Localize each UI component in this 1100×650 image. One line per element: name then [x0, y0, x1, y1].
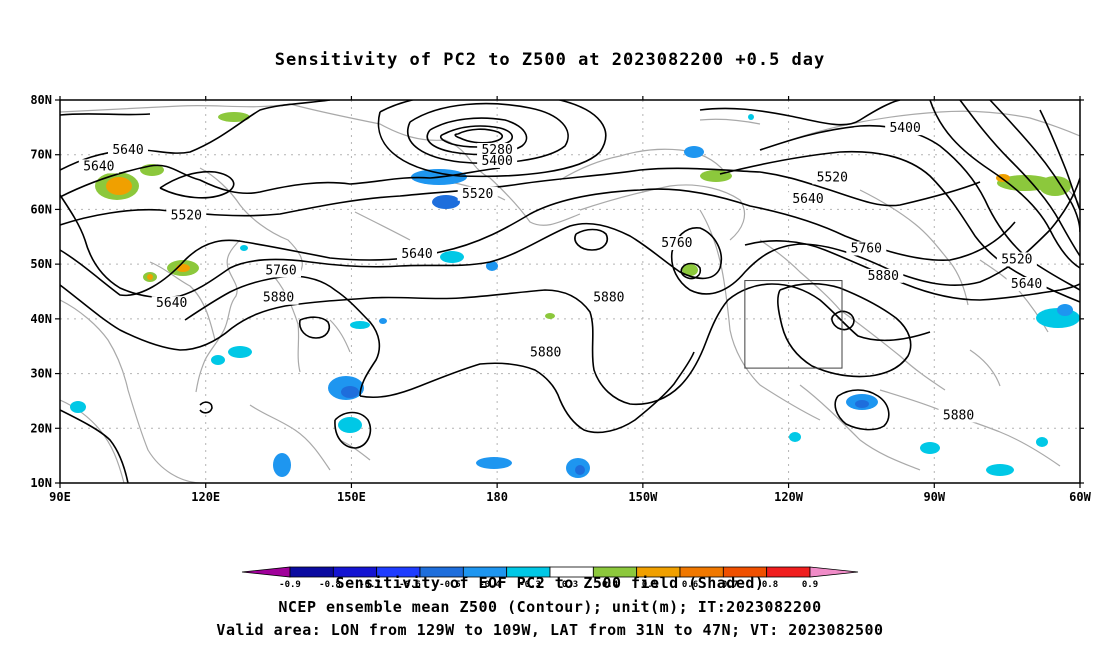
colorbar-tick-label: 0.9	[802, 580, 818, 590]
contour-label: 5520	[171, 209, 202, 224]
valid-area-box	[744, 280, 843, 369]
contour-label-bg	[258, 290, 299, 305]
contour-label-bg	[1006, 277, 1047, 292]
lat-tick-label: 10N	[30, 476, 52, 490]
lon-tick-label: 60W	[1069, 490, 1091, 504]
lon-tick-label: 90E	[49, 490, 71, 504]
colorbar-tick-label: 0.3	[562, 580, 578, 590]
contour-label-bg	[788, 192, 828, 207]
contour-label-bg	[477, 142, 518, 157]
caption-line-1: Sensitivity of EOF PC2 to Z500 field (Sh…	[335, 574, 765, 592]
contour-label-bg	[151, 296, 192, 311]
colorbar-tick-label: -0.5	[439, 580, 461, 590]
lat-tick-label: 30N	[30, 367, 52, 381]
lon-tick-label: 120E	[191, 490, 220, 504]
map-frame	[59, 99, 1081, 484]
colorbar-tick-label: -0.4	[479, 580, 501, 590]
contour-label: 5760	[661, 236, 692, 251]
contour-label: 5400	[889, 121, 920, 136]
contour-label: 5640	[792, 192, 823, 207]
lat-tick-label: 50N	[30, 257, 52, 271]
contour-label: 5880	[868, 269, 899, 284]
contour-label: 5880	[530, 345, 561, 360]
contour-label-bg	[588, 290, 629, 305]
contour-label-bg	[261, 263, 301, 278]
contour-label-bg	[938, 408, 979, 423]
contour-label-bg	[846, 241, 887, 256]
lon-tick-label: 150E	[337, 490, 366, 504]
colorbar-tick-label: 0.4	[602, 580, 619, 590]
colorbar-tick-label: -0.7	[359, 580, 381, 590]
colorbar-tick-label: 0.6	[682, 580, 698, 590]
contour-label-bg	[996, 252, 1037, 267]
contour-label-bg	[812, 170, 853, 185]
contour-label: 5640	[83, 159, 114, 174]
colorbar-tick-label: 0.8	[762, 580, 778, 590]
lat-tick-label: 20N	[30, 421, 52, 435]
contour-label: 5760	[851, 241, 882, 256]
colorbar-tick-label: 0.5	[642, 580, 658, 590]
lon-tick-label: 90W	[923, 490, 945, 504]
contour-label: 5520	[817, 170, 848, 185]
contour-label: 5520	[462, 187, 493, 202]
contour-label: 5640	[1011, 277, 1042, 292]
contour-label: 5640	[112, 143, 143, 158]
figure-title: Sensitivity of PC2 to Z500 at 2023082200…	[274, 50, 826, 70]
contour-label: 5880	[943, 408, 974, 423]
contour-label-bg	[457, 186, 498, 201]
contour-label: 5760	[265, 263, 296, 278]
contour-label-bg	[477, 153, 518, 168]
contour-label-bg	[108, 142, 148, 157]
contour-label: 5880	[263, 291, 294, 306]
lat-tick-label: 60N	[30, 202, 52, 216]
contour-label: 5640	[156, 296, 187, 311]
contour-label: 5880	[593, 291, 624, 306]
contour-label: 5640	[401, 247, 432, 262]
lon-tick-label: 120W	[774, 490, 804, 504]
colorbar-tick-label: -0.9	[279, 580, 301, 590]
sensitivity-shading	[70, 112, 1080, 478]
colorbar-tick-label: 0.7	[722, 580, 738, 590]
lon-tick-label: 180	[486, 490, 508, 504]
colorbar-tick-label: -0.3	[519, 580, 541, 590]
lat-tick-label: 70N	[30, 148, 52, 162]
lat-tick-label: 40N	[30, 312, 52, 326]
contour-label-bg	[656, 235, 697, 250]
colorbar-tick-label: -0.6	[399, 580, 421, 590]
colorbar-tick-label: -0.8	[319, 580, 341, 590]
contour-label-bg	[885, 121, 926, 136]
z500-contours	[60, 100, 1080, 483]
contour-label-bg	[78, 159, 119, 174]
caption-line-3: Valid area: LON from 129W to 109W, LAT f…	[216, 621, 884, 639]
contour-label-bg	[166, 208, 207, 223]
contour-label: 5400	[481, 154, 512, 169]
colorbar-high-arrow	[809, 566, 859, 578]
contour-label-bg	[525, 345, 566, 360]
caption-line-2: NCEP ensemble mean Z500 (Contour); unit(…	[278, 598, 822, 616]
lat-tick-label: 80N	[30, 93, 52, 107]
colorbar: -0.9 -0.8 -0.7 -0.6 -0.5 -0.4 -0.3 0.3 0.4 0.5 0.6…	[241, 566, 859, 590]
contour-label-bg	[397, 246, 437, 261]
lon-tick-label: 150W	[628, 490, 658, 504]
contour-label-bg	[863, 268, 904, 283]
contour-labels: 5640564055205640576058805280540055205640…	[78, 121, 1047, 423]
contour-label: 5520	[1001, 252, 1032, 267]
map-axes: 90E 120E 150E 180 150W 120W 90W 60W 80N 70N 60N 50N…	[30, 93, 1091, 504]
